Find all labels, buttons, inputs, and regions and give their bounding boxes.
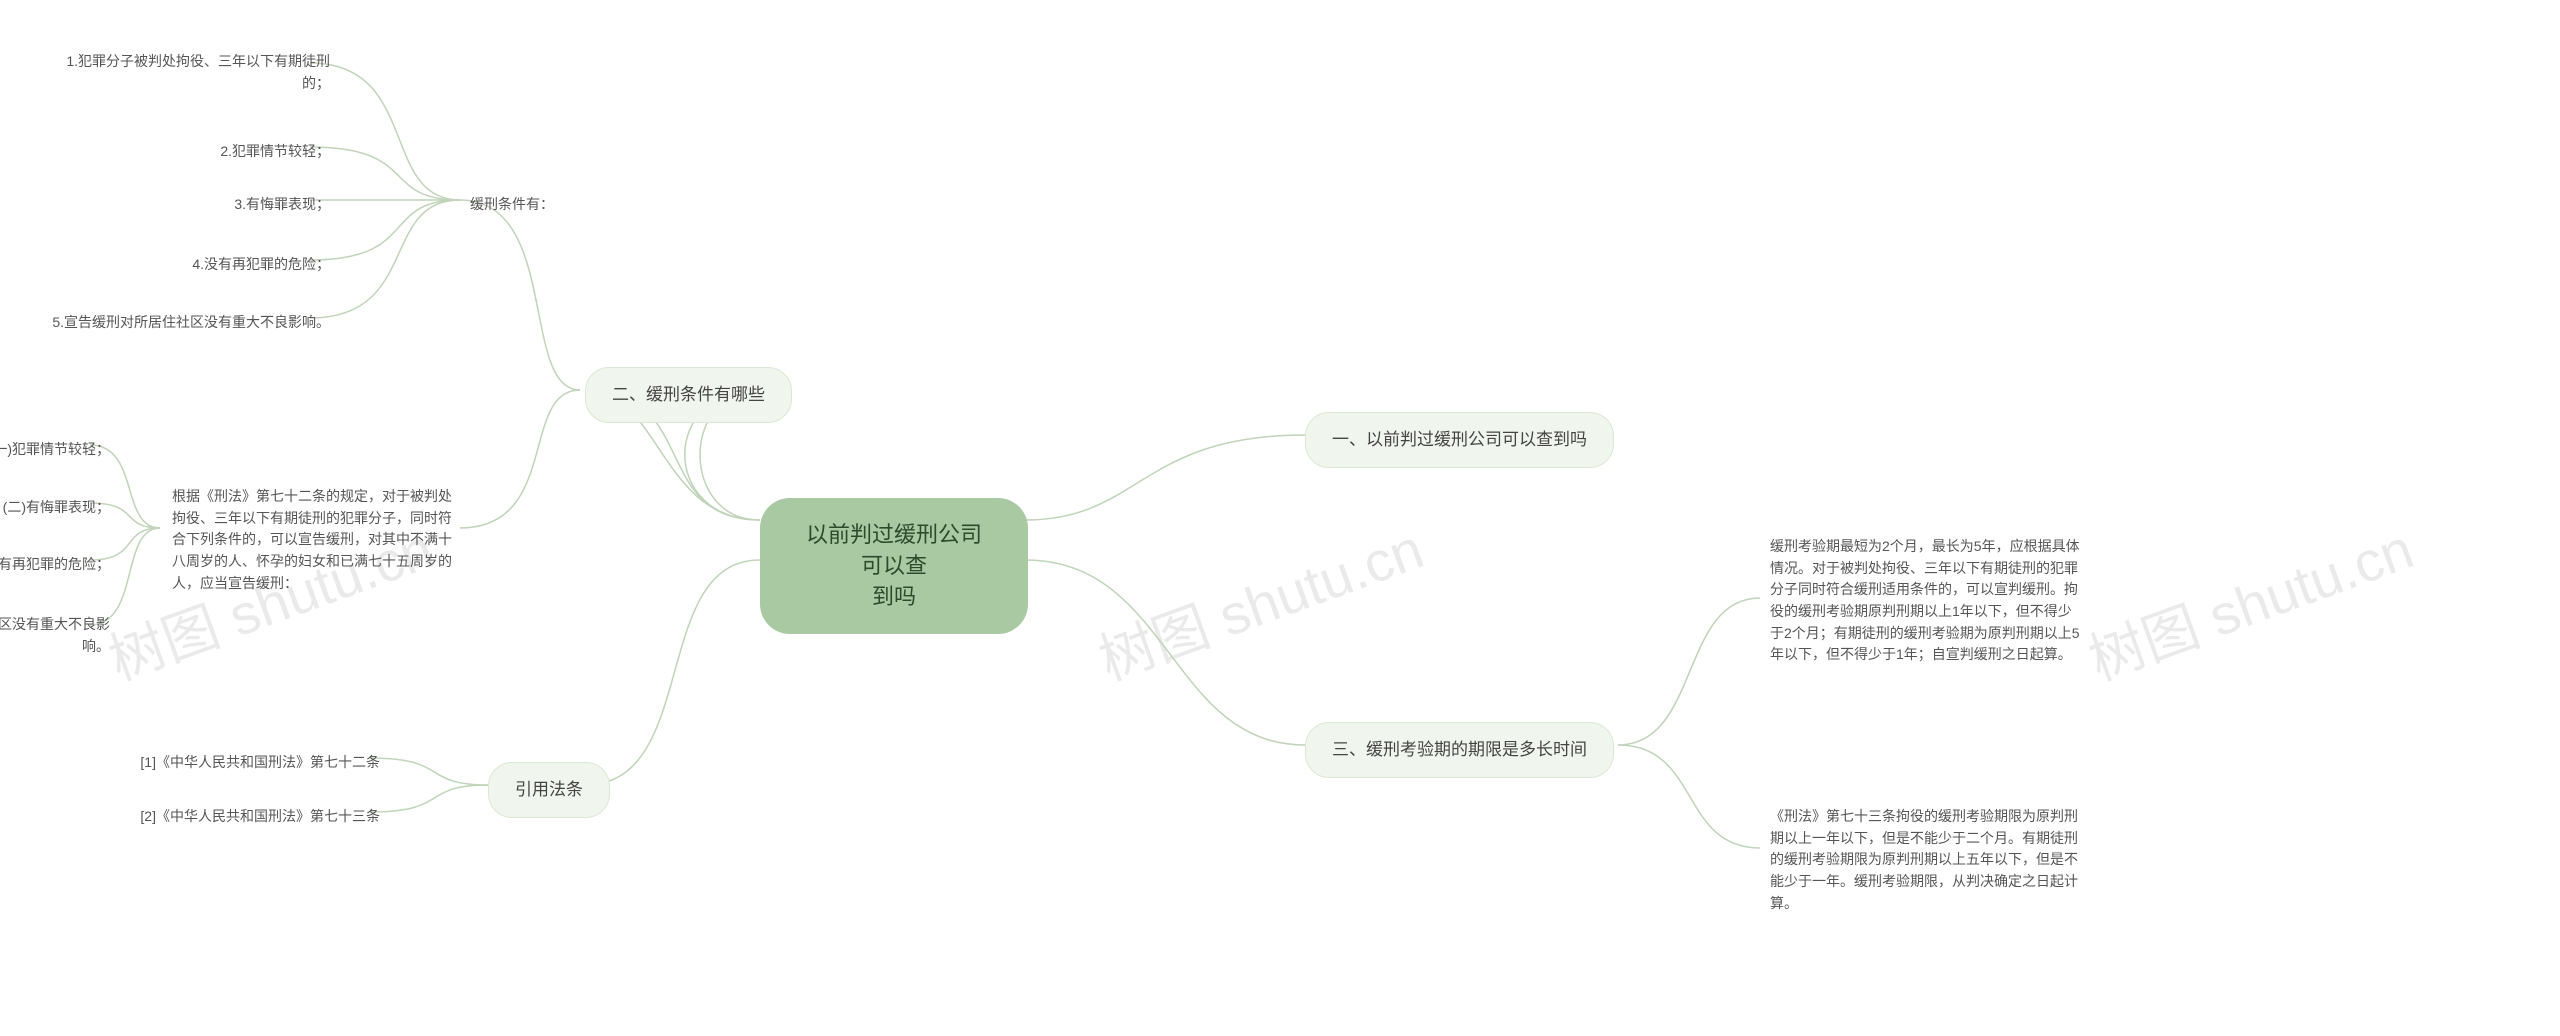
branch-2-sub1-item3: 4.没有再犯罪的危险；: [40, 248, 340, 282]
branch-4: 引用法条: [488, 762, 610, 818]
branch-2-sub1: 缓刑条件有：: [460, 188, 580, 222]
branch-4-item0: [1]《中华人民共和国刑法》第七十二条: [110, 746, 390, 780]
branch-4-item1: [2]《中华人民共和国刑法》第七十三条: [110, 800, 390, 834]
center-line1: 以前判过缓刑公司可以查: [806, 522, 982, 578]
watermark: 树图 shutu.cn: [1086, 504, 1433, 696]
center-node: 以前判过缓刑公司可以查 到吗: [760, 498, 1028, 634]
branch-2-sub1-item1: 2.犯罪情节较轻；: [40, 135, 340, 169]
branch-2-sub2-item1: (二)有悔罪表现；: [0, 491, 120, 525]
branch-2-sub2-item0: (一)犯罪情节较轻；: [0, 433, 120, 467]
branch-2-sub1-item4: 5.宣告缓刑对所居住社区没有重大不良影响。: [40, 306, 340, 340]
watermark: 树图 shutu.cn: [2076, 504, 2423, 696]
branch-3-p2: 《刑法》第七十三条拘役的缓刑考验期限为原判刑期以上一年以下，但是不能少于二个月。…: [1760, 800, 2090, 920]
branch-4-label: 引用法条: [515, 780, 583, 799]
branch-3: 三、缓刑考验期的期限是多长时间: [1305, 722, 1614, 778]
branch-2-sub2-item2: (三)没有再犯罪的危险；: [0, 548, 120, 582]
branch-2-sub2: 根据《刑法》第七十二条的规定，对于被判处拘役、三年以下有期徒刑的犯罪分子，同时符…: [162, 480, 462, 600]
branch-1-label: 一、以前判过缓刑公司可以查到吗: [1332, 430, 1587, 449]
branch-3-label: 三、缓刑考验期的期限是多长时间: [1332, 740, 1587, 759]
branch-2: 二、缓刑条件有哪些: [585, 367, 792, 423]
branch-2-sub2-item3: (四)宣告缓刑对所居住社区没有重大不良影响。: [0, 608, 120, 663]
branch-3-p1: 缓刑考验期最短为2个月，最长为5年，应根据具体情况。对于被判处拘役、三年以下有期…: [1760, 530, 2090, 672]
branch-2-sub1-item0: 1.犯罪分子被判处拘役、三年以下有期徒刑的；: [40, 45, 340, 100]
branch-2-label: 二、缓刑条件有哪些: [612, 385, 765, 404]
branch-2-sub1-item2: 3.有悔罪表现；: [40, 188, 340, 222]
center-line2: 到吗: [872, 584, 916, 609]
branch-1: 一、以前判过缓刑公司可以查到吗: [1305, 412, 1614, 468]
